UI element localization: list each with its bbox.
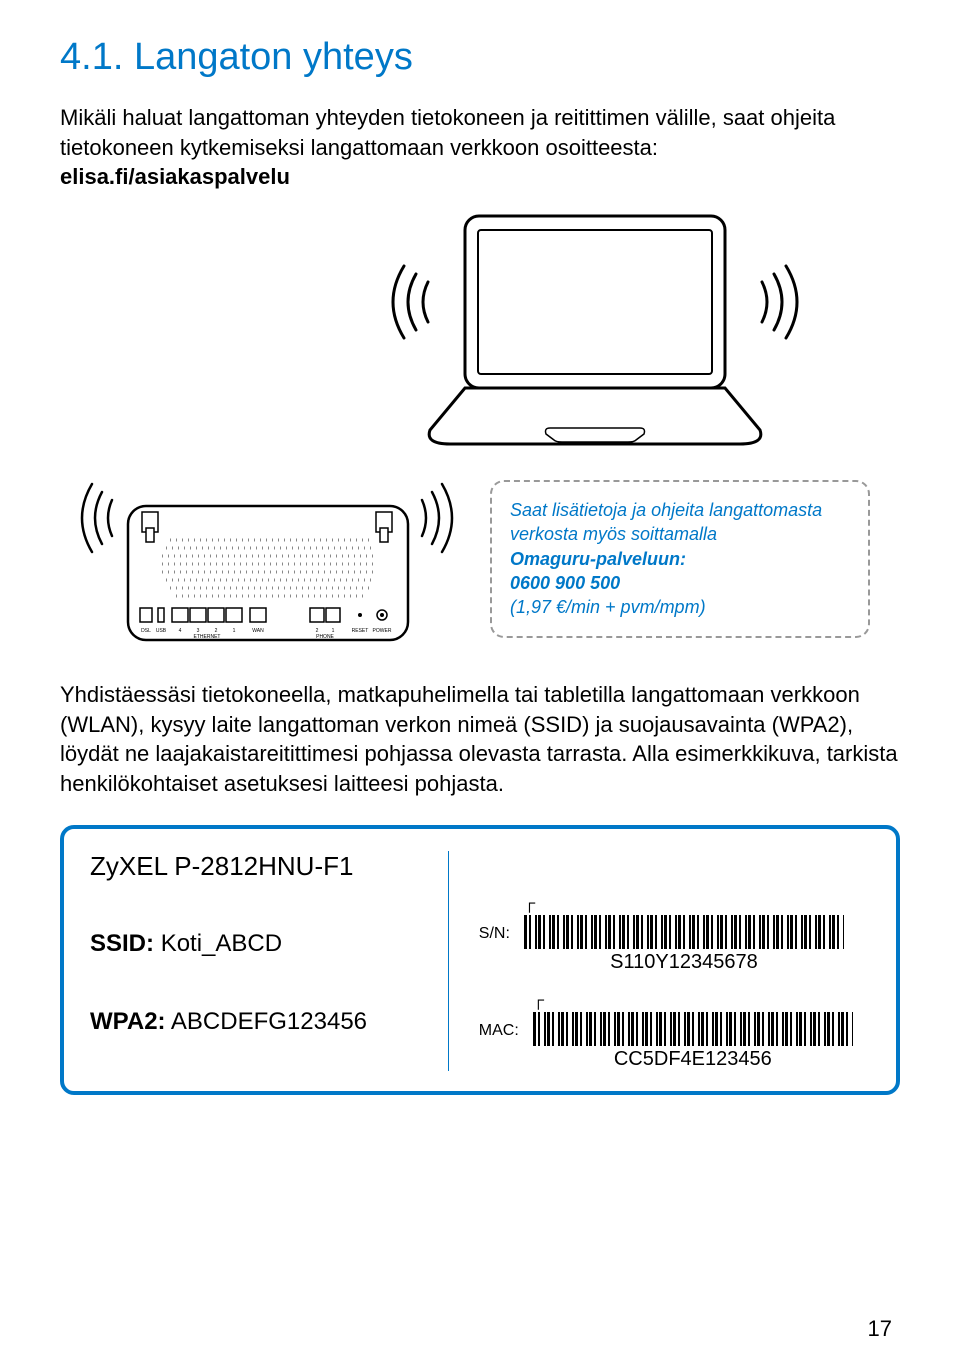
svg-text:PHONE: PHONE bbox=[316, 634, 334, 640]
router-icon: DSL USB 4 3 2 1 ETHERNET WAN 2 1 PHONE R… bbox=[70, 470, 480, 660]
serial-key: S/N: bbox=[479, 925, 510, 943]
callout-service: Omaguru-palveluun: bbox=[510, 547, 850, 571]
laptop-icon bbox=[370, 210, 810, 470]
support-callout: Saat lisätietoja ja ohjeita langattomast… bbox=[490, 480, 870, 637]
mac-key: MAC: bbox=[479, 1022, 519, 1040]
help-url: elisa.fi/asiakaspalvelu bbox=[60, 164, 290, 189]
callout-rate: (1,97 €/min + pvm/mpm) bbox=[510, 595, 850, 619]
mac-value: CC5DF4E123456 bbox=[614, 1048, 772, 1071]
svg-text:ETHERNET: ETHERNET bbox=[194, 634, 221, 640]
wireless-diagram: DSL USB 4 3 2 1 ETHERNET WAN 2 1 PHONE R… bbox=[60, 210, 900, 650]
serial-value: S110Y12345678 bbox=[610, 951, 758, 974]
page-number: 17 bbox=[868, 1316, 892, 1342]
ssid-key: SSID: bbox=[90, 930, 154, 957]
svg-text:WAN: WAN bbox=[252, 628, 264, 634]
callout-phone: 0600 900 500 bbox=[510, 571, 850, 595]
serial-row: S/N: ┌ S110Y12345678 bbox=[479, 895, 870, 974]
mac-barcode-icon bbox=[533, 1012, 853, 1046]
svg-text:DSL: DSL bbox=[141, 628, 151, 634]
label-left-column: ZyXEL P-2812HNU-F1 SSID: Koti_ABCD WPA2:… bbox=[90, 851, 449, 1071]
serial-barcode-icon bbox=[524, 915, 844, 949]
callout-text: Saat lisätietoja ja ohjeita langattomast… bbox=[510, 498, 850, 547]
svg-text:4: 4 bbox=[179, 628, 182, 634]
svg-text:RESET: RESET bbox=[352, 628, 369, 634]
body-paragraph: Yhdistäessäsi tietokoneella, matkapuheli… bbox=[60, 680, 900, 799]
router-model: ZyXEL P-2812HNU-F1 bbox=[90, 851, 428, 882]
svg-text:USB: USB bbox=[156, 628, 167, 634]
crop-mark-icon: ┌ bbox=[533, 992, 544, 1010]
wpa2-key: WPA2: bbox=[90, 1008, 166, 1035]
svg-text:1: 1 bbox=[233, 628, 236, 634]
ssid-value: Koti_ABCD bbox=[161, 930, 282, 957]
label-right-column: S/N: ┌ S110Y12345678 MAC: ┌ CC5DF4E12345… bbox=[479, 851, 870, 1071]
wpa2-value: ABCDEFG123456 bbox=[171, 1008, 367, 1035]
mac-row: MAC: ┌ CC5DF4E123456 bbox=[479, 992, 870, 1071]
wpa2-row: WPA2: ABCDEFG123456 bbox=[90, 1008, 428, 1036]
ssid-row: SSID: Koti_ABCD bbox=[90, 930, 428, 958]
section-heading: 4.1. Langaton yhteys bbox=[60, 36, 900, 79]
svg-text:POWER: POWER bbox=[373, 628, 392, 634]
intro-paragraph: Mikäli haluat langattoman yhteyden tieto… bbox=[60, 103, 900, 192]
crop-mark-icon: ┌ bbox=[524, 895, 535, 913]
router-label-box: ZyXEL P-2812HNU-F1 SSID: Koti_ABCD WPA2:… bbox=[60, 825, 900, 1095]
intro-text: Mikäli haluat langattoman yhteyden tieto… bbox=[60, 105, 835, 160]
